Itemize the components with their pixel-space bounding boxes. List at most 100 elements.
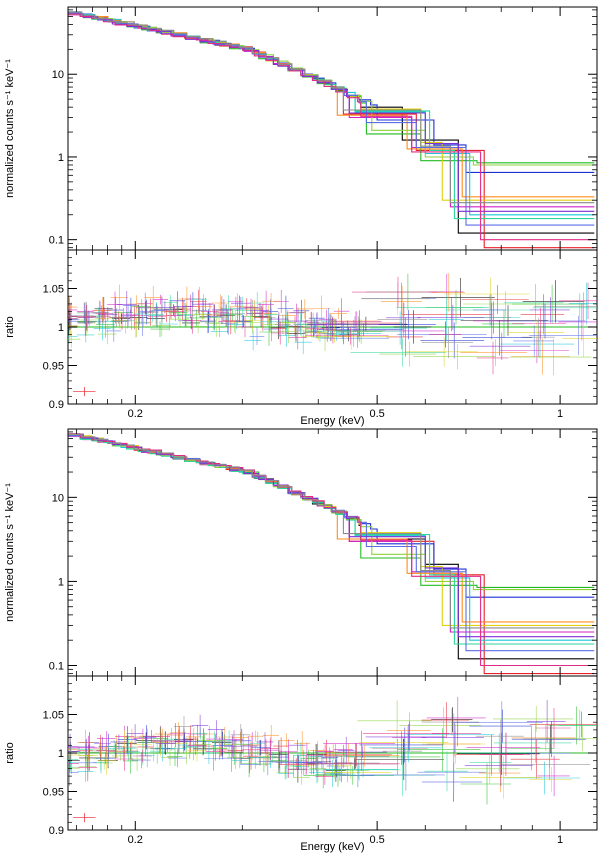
- xlabel: Energy (keV): [300, 415, 364, 427]
- ratio-point: [475, 719, 524, 753]
- ratio-point: [127, 317, 145, 338]
- ratio-point: [305, 749, 322, 775]
- ratio-point: [511, 725, 577, 751]
- ratio-point: [185, 733, 202, 761]
- ratio-point: [168, 749, 187, 768]
- ratio-point: [240, 756, 259, 773]
- ratio-point: [97, 747, 116, 775]
- ratio-point: [110, 284, 129, 311]
- ratio-point: [326, 757, 380, 770]
- ratio-point: [108, 742, 124, 758]
- spectrum-ytick-label: 10: [52, 492, 64, 504]
- ratio-ytick-label: 0.95: [43, 361, 64, 373]
- ratio-point: [461, 285, 529, 314]
- ratio-ytick-label: 0.9: [49, 825, 64, 837]
- ratio-point: [232, 732, 249, 743]
- ratio-point: [211, 296, 232, 324]
- ratio-point: [365, 724, 446, 750]
- xtick-label: 0.2: [128, 834, 143, 846]
- ratio-ytick-label: 1.05: [43, 284, 64, 296]
- ratio-point: [340, 764, 375, 788]
- ratio-point: [293, 299, 310, 322]
- spectrum-series-s11: [68, 12, 595, 226]
- ratio-point: [78, 754, 98, 782]
- ratio-point: [315, 743, 392, 767]
- ratio-point: [137, 736, 153, 749]
- ratio-point: [154, 295, 170, 323]
- ratio-point: [318, 309, 335, 330]
- ratio-point: [206, 304, 222, 330]
- ratio-point: [329, 308, 347, 320]
- ratio-point: [159, 734, 176, 752]
- ratio-point: [464, 744, 533, 787]
- ratio-point: [259, 309, 276, 326]
- ratio-point: [521, 317, 555, 357]
- ratio-point: [117, 739, 137, 756]
- ratio-point: [356, 739, 444, 781]
- ratio-point: [161, 302, 179, 320]
- ratio-point: [460, 339, 527, 367]
- ratio-point: [295, 755, 315, 776]
- ratio-point: [538, 726, 597, 752]
- ratio-point: [253, 307, 272, 319]
- ratio-point: [315, 768, 335, 785]
- ratio-point: [96, 745, 116, 757]
- ratio-point: [360, 759, 445, 791]
- ratio-point: [413, 343, 496, 370]
- xtick-label: 0.2: [128, 408, 143, 420]
- ratio-point: [114, 747, 134, 771]
- panel-1: 0.1 1 10 normalized counts s⁻¹ keV⁻¹ 0.9 0.95…: [4, 6, 598, 427]
- ratio-point: [114, 746, 133, 761]
- spectrum-ytick-label: 0.1: [49, 235, 64, 247]
- ratio-point: [167, 746, 183, 766]
- ratio-point: [453, 701, 543, 745]
- ratio-point: [187, 739, 207, 752]
- ratio-point: [147, 305, 167, 328]
- ratio-point: [474, 301, 512, 334]
- ratio-point: [95, 756, 113, 770]
- ratio-point: [493, 723, 572, 763]
- ratio-point: [216, 304, 235, 327]
- ratio-point: [469, 332, 531, 360]
- ratio-point: [119, 312, 135, 329]
- ratio-point: [236, 733, 251, 755]
- ratio-point: [306, 319, 322, 335]
- ratio-point: [241, 735, 261, 755]
- ratio-point: [292, 313, 308, 336]
- ratio-point: [417, 751, 486, 794]
- ratio-point: [187, 740, 207, 762]
- ratio-point: [357, 700, 432, 741]
- ratio-point: [79, 741, 99, 763]
- ratio-point: [249, 752, 270, 763]
- spectrum-series-s4: [68, 11, 595, 173]
- ratio-point: [155, 730, 175, 750]
- ratio-point: [306, 323, 325, 334]
- ratio-point: [337, 736, 355, 764]
- ratio-point: [230, 724, 251, 746]
- spectrum-ytick-label: 10: [52, 69, 64, 81]
- spectrum-ylabel: normalized counts s⁻¹ keV⁻¹: [4, 483, 16, 622]
- ratio-point: [360, 282, 430, 316]
- ratio-point: [421, 327, 473, 359]
- ratio-point: [151, 725, 171, 748]
- ratio-point: [107, 291, 123, 318]
- ratio-point: [469, 748, 512, 776]
- spectrum-series-s11: [68, 434, 595, 652]
- ratio-point: [161, 749, 179, 766]
- ratio-point: [152, 294, 168, 305]
- ratio-point: [513, 325, 554, 357]
- ratio-point: [116, 291, 137, 318]
- xlabel: Energy (keV): [300, 841, 364, 853]
- ratio-point: [134, 316, 153, 328]
- ratio-point: [230, 297, 251, 310]
- ratio-point: [500, 337, 570, 364]
- ratio-point: [200, 303, 219, 321]
- ratio-point: [292, 770, 310, 785]
- ratio-point: [366, 754, 435, 796]
- ratio-point: [136, 737, 156, 748]
- ratio-point: [421, 762, 483, 802]
- ratio-point: [287, 753, 308, 768]
- ratio-point: [559, 282, 597, 320]
- ratio-ylabel: ratio: [4, 316, 16, 337]
- ratio-point: [205, 742, 225, 761]
